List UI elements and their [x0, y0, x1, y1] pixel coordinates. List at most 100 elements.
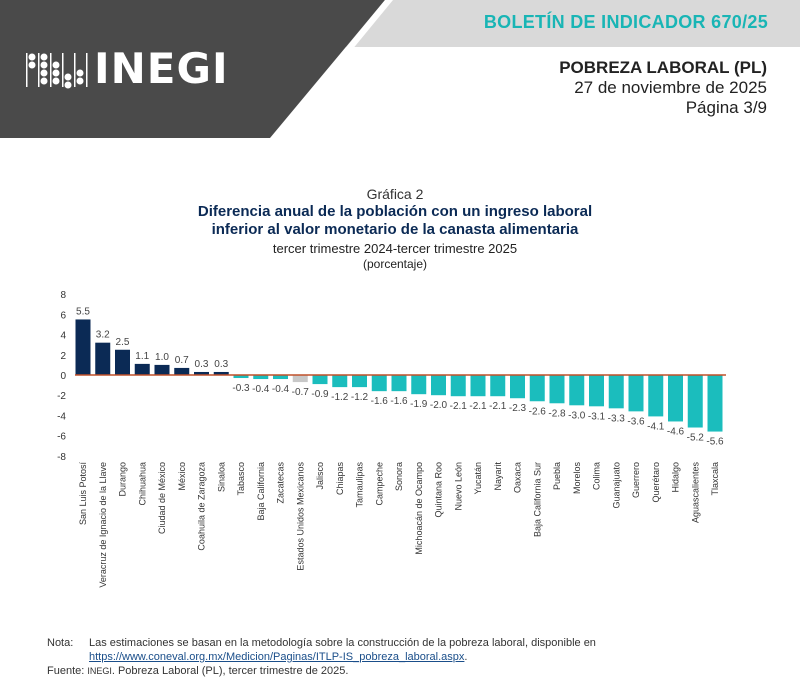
data-label: -1.6: [371, 396, 389, 407]
bar: [569, 375, 585, 406]
data-label: -2.0: [430, 400, 448, 411]
inegi-logo-icon: [26, 52, 88, 88]
category-label: Quintana Roo: [434, 462, 444, 518]
bar: [431, 375, 446, 396]
chart-subtitle: tercer trimestre 2024-tercer trimestre 2…: [272, 241, 518, 256]
data-label: -0.9: [311, 389, 329, 400]
category-label: Veracruz de Ignacio de la Llave: [98, 462, 108, 588]
category-label: Puebla: [552, 462, 562, 490]
category-label: Oaxaca: [513, 462, 523, 493]
data-label: -5.2: [687, 433, 705, 444]
data-label: -4.6: [667, 426, 685, 437]
category-label: Colima: [592, 462, 602, 490]
category-label: San Luis Potosí: [78, 462, 88, 526]
note-end: .: [464, 651, 468, 663]
bar: [95, 342, 111, 375]
bar: [174, 367, 190, 375]
data-label: -0.4: [252, 384, 270, 395]
note-label: Nota:: [47, 637, 74, 649]
bar: [529, 375, 545, 402]
bar: [75, 319, 91, 375]
bar: [608, 375, 624, 409]
category-label: Michoacán de Ocampo: [414, 462, 424, 555]
bar: [648, 375, 664, 417]
y-tick-label: -8: [57, 452, 66, 463]
y-tick-label: 2: [60, 351, 66, 362]
category-label: Guerrero: [631, 462, 641, 498]
bar: [707, 375, 723, 432]
data-label: -2.3: [509, 403, 527, 414]
data-label: -1.9: [410, 399, 428, 410]
data-label: -2.1: [469, 401, 487, 412]
data-label: -3.6: [627, 416, 645, 427]
footer-notes: Nota: Las estimaciones se basan en la me…: [47, 636, 775, 678]
y-tick-label: 0: [60, 371, 66, 382]
category-label: México: [177, 462, 187, 491]
data-label: 0.3: [214, 359, 228, 370]
y-tick-label: 4: [60, 331, 66, 342]
source-label: Fuente:: [47, 665, 85, 677]
coneval-link[interactable]: https://www.coneval.org.mx/Medicion/Pagi…: [89, 651, 465, 663]
category-label: Chihuahua: [137, 462, 147, 506]
bar: [273, 375, 288, 380]
data-label: -0.4: [272, 384, 290, 395]
data-label: -0.3: [232, 383, 250, 394]
bar: [510, 375, 525, 399]
category-label: Tabasco: [236, 462, 246, 496]
bar: [312, 375, 328, 385]
data-label: -2.8: [548, 408, 566, 419]
data-label: 5.5: [76, 306, 90, 317]
bar: [391, 375, 407, 392]
bar: [292, 375, 308, 383]
bar: [115, 349, 130, 375]
category-label: Jalisco: [315, 462, 325, 490]
bar: [194, 371, 209, 375]
data-label: -0.7: [292, 387, 310, 398]
category-label: Ciudad de México: [157, 462, 167, 534]
data-label: 0.7: [175, 355, 189, 366]
category-label: Morelos: [572, 462, 582, 495]
bar: [233, 375, 249, 379]
bar: [628, 375, 644, 412]
category-label: Tlaxcala: [710, 462, 720, 496]
header-info: POBREZA LABORAL (PL) 27 de noviembre de …: [559, 58, 767, 118]
data-label: -3.3: [608, 413, 626, 424]
data-label: 3.2: [96, 330, 110, 341]
category-label: Campeche: [374, 462, 384, 506]
data-label: 1.0: [155, 352, 169, 363]
chart-title: Diferencia anual de la población con un …: [197, 203, 593, 238]
category-label: Tamaulipas: [355, 462, 365, 508]
data-label: -2.1: [450, 401, 468, 412]
report-title: POBREZA LABORAL (PL): [559, 58, 767, 77]
data-label: -5.6: [706, 437, 724, 448]
source-text: . Pobreza Laboral (PL), tercer trimestre…: [111, 665, 349, 677]
data-label: -1.6: [390, 396, 408, 407]
inegi-logo: INEGI: [24, 44, 229, 93]
bar: [154, 364, 170, 375]
category-label: Nuevo León: [453, 462, 463, 511]
logo-text: INEGI: [94, 44, 229, 93]
page-number: Página 3/9: [685, 98, 767, 117]
bulletin-number: BOLETÍN DE INDICADOR 670/25: [483, 12, 768, 32]
category-label: Estados Unidos Mexicanos: [295, 462, 305, 571]
category-label: Sonora: [394, 462, 404, 491]
category-label: Coahuila de Zaragoza: [197, 462, 207, 551]
bar: [687, 375, 703, 428]
data-label: 1.1: [135, 351, 149, 362]
category-label: Baja California Sur: [532, 462, 542, 537]
category-label: Yucatán: [473, 462, 483, 495]
source-org: INEGI: [87, 666, 112, 676]
y-tick-label: 8: [60, 290, 66, 301]
data-label: -1.2: [351, 392, 369, 403]
bar: [589, 375, 604, 407]
category-label: Zacatecas: [276, 462, 286, 504]
data-label: -3.1: [588, 411, 606, 422]
y-tick-label: -4: [57, 411, 66, 422]
category-label: Sinaloa: [216, 462, 226, 492]
y-tick-label: -2: [57, 391, 66, 402]
bar: [450, 375, 466, 397]
data-label: 0.3: [195, 359, 209, 370]
data-label: -3.0: [568, 410, 586, 421]
report-date: 27 de noviembre de 2025: [574, 78, 767, 97]
